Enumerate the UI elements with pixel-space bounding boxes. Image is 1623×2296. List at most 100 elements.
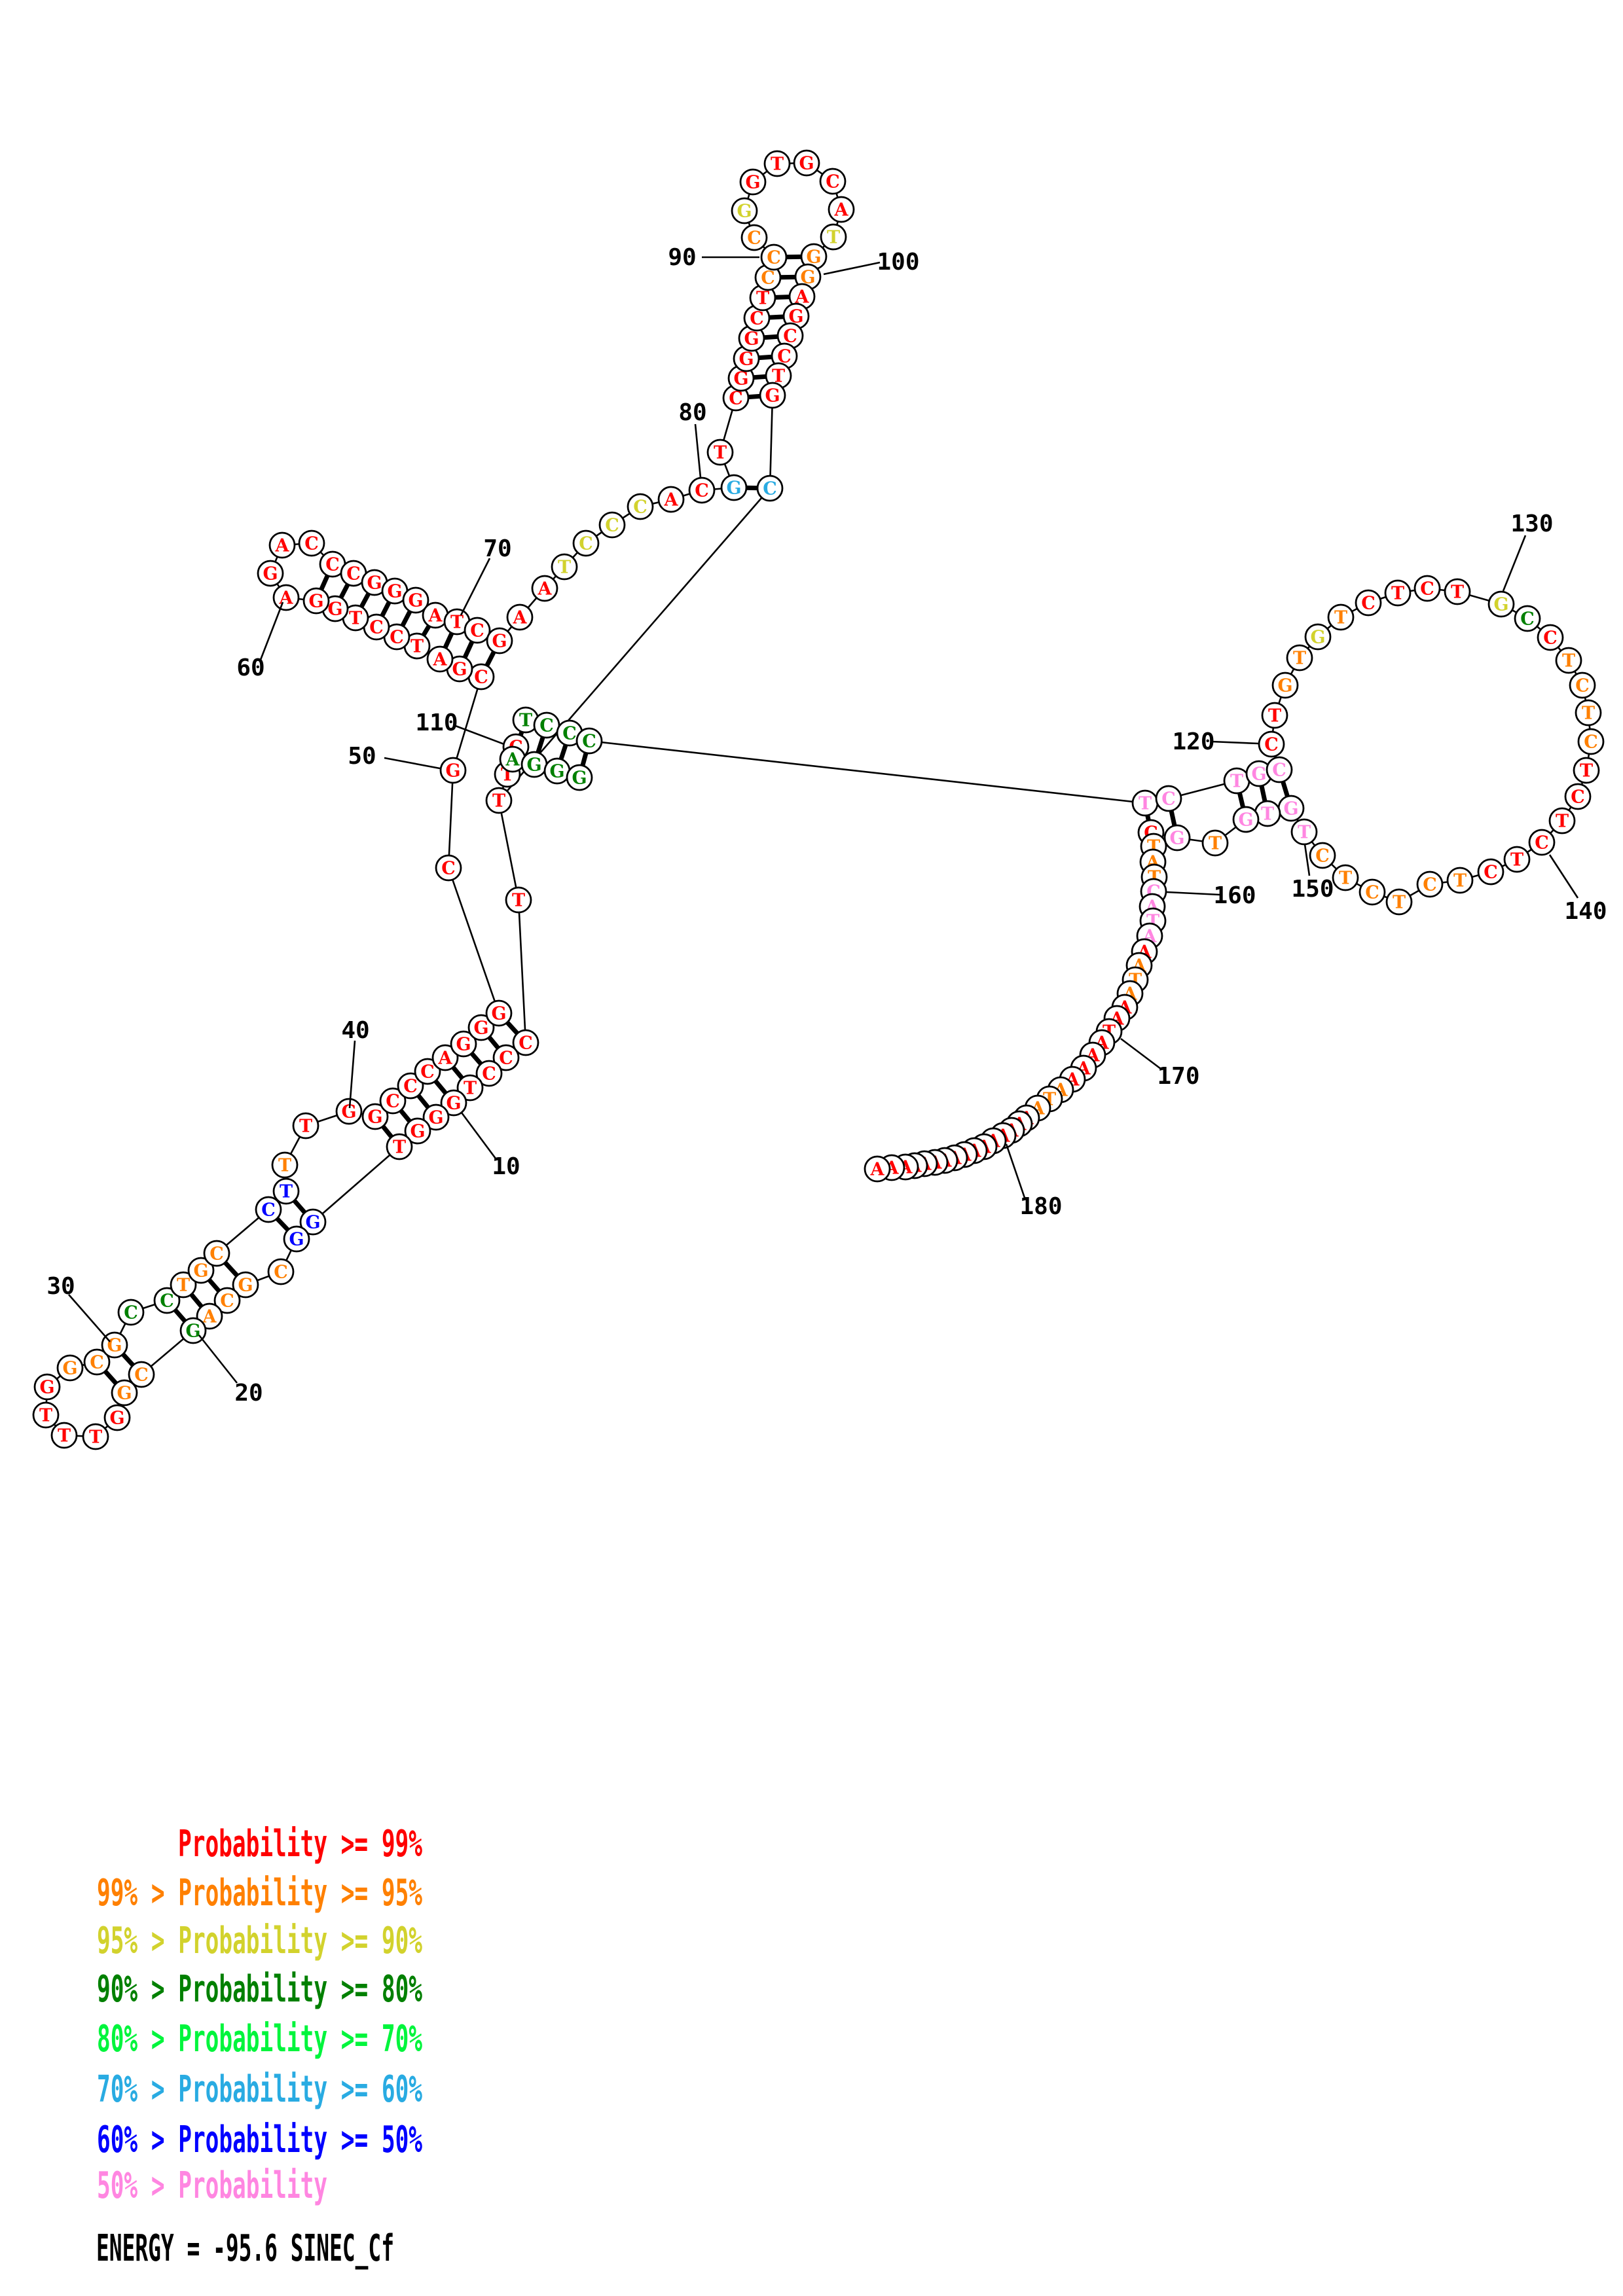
- nucleotide-letter: C: [1365, 883, 1379, 903]
- backbone-layer: [45, 162, 1592, 1438]
- nucleotide-letter: C: [1423, 875, 1437, 895]
- nucleotide-A: A: [426, 645, 454, 673]
- nucleotide-C: C: [533, 711, 560, 739]
- nucleotide-letter: A: [428, 606, 443, 626]
- position-label-20: 20: [198, 1335, 263, 1407]
- nucleotide-circle: [82, 1423, 109, 1450]
- backbone-edge: [589, 740, 1146, 804]
- nucleotide-circle: [1416, 870, 1444, 898]
- nucleotide-circle: [657, 486, 685, 513]
- backbone-edge: [498, 488, 771, 801]
- nucleotide-T: T: [1290, 818, 1318, 846]
- nucleotide-G: G: [720, 474, 748, 501]
- position-label-line: [1005, 1143, 1026, 1198]
- nucleotide-letter: G: [193, 1261, 208, 1282]
- position-label-text: 80: [678, 399, 706, 426]
- position-label-line: [1502, 535, 1527, 592]
- position-label-line: [348, 1040, 356, 1109]
- nucleotide-letter: A: [513, 608, 528, 628]
- nucleotide-circle: [103, 1404, 131, 1431]
- nucleotide-C: C: [1577, 728, 1605, 755]
- nucleotide-T: T: [1548, 807, 1576, 834]
- nucleotide-T: T: [1384, 579, 1412, 607]
- nucleotide-circle: [1477, 858, 1504, 886]
- nucleotide-letter: G: [456, 1035, 471, 1055]
- position-label-text: 10: [492, 1153, 520, 1180]
- nucleotide-circle: [759, 382, 786, 409]
- nucleotide-T: T: [272, 1177, 300, 1205]
- nucleotide-letter: G: [1169, 829, 1184, 849]
- nucleotide-letter: C: [470, 621, 484, 641]
- nucleotide-letter: C: [134, 1365, 149, 1386]
- nucleotide-T: T: [1254, 800, 1281, 827]
- nucleotide-C: C: [754, 264, 782, 291]
- position-label-130: 130: [1502, 511, 1554, 592]
- nucleotide-circle: [33, 1373, 61, 1401]
- nucleotide-T: T: [1444, 578, 1471, 605]
- nucleotide-letter: T: [1391, 584, 1404, 604]
- nucleotide-letter: G: [109, 1408, 124, 1429]
- nucleotide-C: C: [467, 663, 495, 691]
- nucleotide-circle: [720, 474, 748, 501]
- nucleotide-circle: [739, 168, 767, 196]
- nucleotide-circle: [1573, 757, 1600, 784]
- nucleotide-letter: G: [408, 591, 423, 611]
- nucleotide-letter: C: [747, 228, 761, 249]
- nucleotide-letter: T: [1293, 649, 1306, 669]
- nucleotide-letter: G: [726, 478, 741, 499]
- nucleotide-letter: C: [633, 497, 647, 518]
- nucleotide-T: T: [505, 886, 532, 914]
- nucleotide-letter: A: [870, 1160, 885, 1180]
- nucleotide-C: C: [383, 623, 410, 651]
- position-label-text: 30: [46, 1273, 75, 1300]
- position-label-text: 140: [1564, 898, 1607, 925]
- nucleotide-C: C: [598, 511, 626, 539]
- nucleotide-G: G: [335, 1098, 363, 1125]
- legend-row-4: 90% > Probability >= 80%: [97, 1968, 422, 2011]
- nucleotide-letter: T: [1230, 772, 1243, 792]
- nucleotide-circle: [688, 476, 716, 504]
- nucleotide-circle: [820, 223, 847, 251]
- legend-row-3: 95% > Probability >= 90%: [97, 1920, 422, 1962]
- nucleotide-letter: C: [750, 309, 764, 329]
- nucleotide-G: G: [1163, 824, 1191, 852]
- nucleotide-letter: T: [1453, 871, 1467, 891]
- nucleotide-T: T: [271, 1151, 299, 1179]
- nucleotide-letter: T: [1582, 704, 1595, 724]
- nucleotide-circle: [153, 1287, 181, 1314]
- nucleotide-letter: T: [772, 367, 785, 387]
- nucleotide-circle: [475, 1060, 503, 1087]
- nucleotide-circle: [512, 1029, 539, 1056]
- position-label-140: 140: [1548, 854, 1607, 925]
- nucleotide-circle: [1446, 867, 1474, 894]
- nucleotide-C: C: [153, 1287, 181, 1314]
- nucleotide-G: G: [731, 197, 758, 224]
- nucleotide-circle: [50, 1422, 78, 1449]
- position-label-text: 130: [1510, 511, 1553, 537]
- nucleotide-G: G: [782, 302, 810, 330]
- nucleotide-T: T: [1503, 846, 1531, 873]
- nucleotide-G: G: [1271, 672, 1299, 699]
- nucleotide-letter: G: [289, 1230, 304, 1250]
- position-label-line: [1211, 740, 1259, 745]
- nucleotide-letter: G: [446, 1094, 461, 1114]
- nucleotide-letter: C: [582, 732, 596, 752]
- position-label-line: [1166, 891, 1220, 896]
- position-label-line: [460, 1112, 497, 1159]
- nucleotide-letter: C: [474, 668, 488, 688]
- nucleotide-circle: [83, 1348, 111, 1376]
- nucleotide-letter: C: [1535, 833, 1549, 853]
- nucleotide-circle: [763, 150, 791, 177]
- nucleotide-C: C: [128, 1361, 155, 1388]
- nucleotide-circle: [402, 586, 429, 614]
- nucleotide-C: C: [1359, 878, 1386, 906]
- nucleotide-circle: [1163, 824, 1191, 852]
- nucleotide-letter: G: [367, 1107, 382, 1128]
- nucleotide-letter: T: [512, 891, 525, 911]
- nucleotide-letter: C: [220, 1291, 234, 1312]
- nucleotide-G: G: [187, 1257, 215, 1284]
- nucleotide-circle: [435, 854, 462, 882]
- nucleotide-G: G: [103, 1404, 131, 1431]
- nucleotide-letter: C: [325, 555, 340, 575]
- nucleotide-C: C: [379, 1087, 407, 1115]
